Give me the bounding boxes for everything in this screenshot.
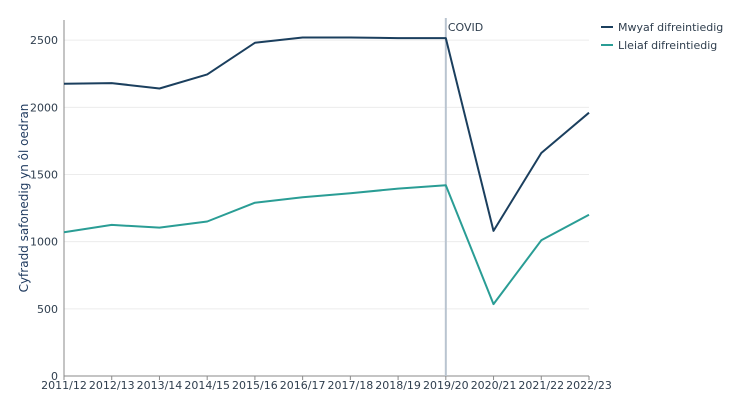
- y-tick-label: 2500: [30, 34, 58, 47]
- covid-annotation: COVID: [444, 18, 483, 376]
- x-tick-label: 2017/18: [328, 379, 374, 392]
- x-tick-label: 2019/20: [423, 379, 469, 392]
- x-tick-label: 2021/22: [518, 379, 564, 392]
- series-line-0: [63, 36, 590, 232]
- y-tick-label: 1500: [30, 168, 58, 181]
- x-tick-label: 2014/15: [184, 379, 230, 392]
- x-tick-label: 2012/13: [89, 379, 135, 392]
- legend-item-least-deprived[interactable]: Lleiaf difreintiedig: [601, 39, 717, 52]
- y-tick-label: 0: [51, 370, 58, 383]
- legend: Mwyaf difreintiedig Lleiaf difreintiedig: [601, 21, 723, 52]
- x-tick-label: 2018/19: [375, 379, 421, 392]
- x-tick-label: 2022/23: [566, 379, 612, 392]
- series-line-1: [63, 184, 590, 306]
- legend-label-most-deprived: Mwyaf difreintiedig: [618, 21, 723, 34]
- series-lines: [63, 36, 590, 306]
- axes: [63, 20, 590, 380]
- x-tick-label: 2013/14: [137, 379, 183, 392]
- x-tick-label: 2020/21: [471, 379, 517, 392]
- gridlines: [64, 39, 589, 310]
- y-tick-label: 2000: [30, 101, 58, 114]
- x-tick-labels: 2011/12 2012/13 2013/14 2014/15 2015/16 2016/…: [41, 379, 612, 392]
- x-tick-label: 2011/12: [41, 379, 87, 392]
- y-tick-label: 1000: [30, 236, 58, 249]
- y-tick-labels: 0 500 1000 1500 2000 2500: [30, 34, 58, 383]
- y-axis-label: Cyfradd safonedig yn ôl oedran: [17, 104, 31, 293]
- x-tick-label: 2015/16: [232, 379, 278, 392]
- legend-label-least-deprived: Lleiaf difreintiedig: [618, 39, 717, 52]
- x-tick-label: 2016/17: [280, 379, 326, 392]
- legend-item-most-deprived[interactable]: Mwyaf difreintiedig: [601, 21, 723, 34]
- y-tick-label: 500: [37, 303, 58, 316]
- covid-marker-label: COVID: [448, 21, 483, 34]
